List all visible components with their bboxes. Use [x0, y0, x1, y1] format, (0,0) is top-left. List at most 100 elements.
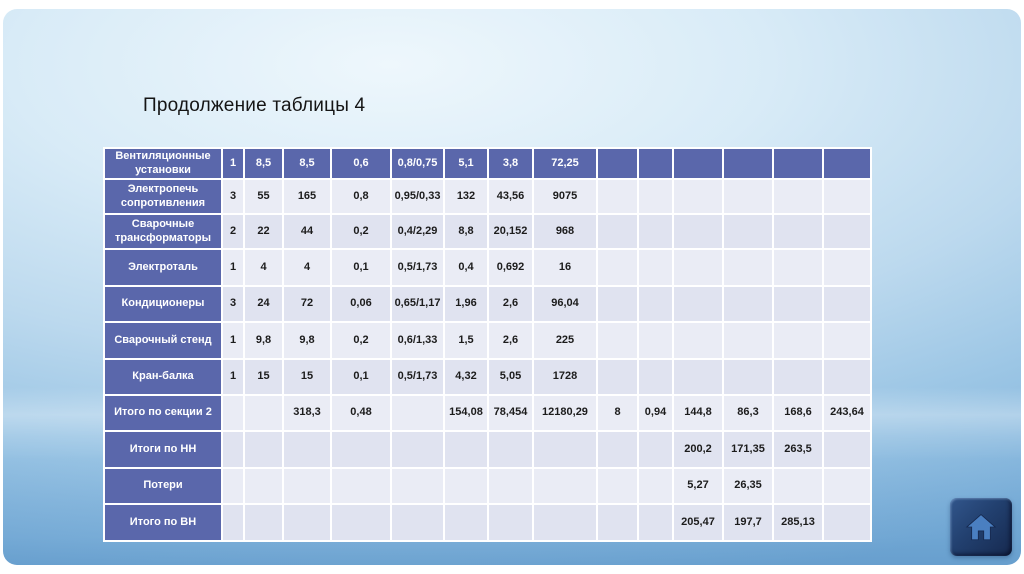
table-cell — [243, 467, 284, 505]
table-cell: 9075 — [532, 178, 598, 215]
table-cell: 1,5 — [443, 321, 489, 360]
table-cell: 44 — [282, 213, 332, 250]
table-cell: 1 — [221, 358, 245, 396]
table-cell — [532, 430, 598, 469]
table-row: Сварочный стенд 1 9,8 9,8 0,2 0,6/1,33 1,5 2,6 2… — [103, 321, 872, 360]
table-cell: 1,96 — [443, 285, 489, 323]
table-cell — [772, 248, 824, 287]
table-cell — [822, 467, 872, 505]
table-cell: 0,5/1,73 — [390, 248, 445, 287]
row-label: Итого по ВН — [103, 503, 223, 542]
table-cell — [282, 503, 332, 542]
table-cell — [443, 430, 489, 469]
table-cell — [722, 248, 774, 287]
table-cell: 0,48 — [330, 394, 392, 432]
table-cell — [487, 503, 534, 542]
row-label: Вентиляционные установки — [103, 147, 223, 180]
table-cell — [822, 213, 872, 250]
table-header-row: Вентиляционные установки 1 8,5 8,5 0,6 0,8/0,… — [103, 147, 872, 180]
table-cell — [330, 467, 392, 505]
table-cell — [822, 430, 872, 469]
table-cell — [772, 178, 824, 215]
table-cell — [637, 248, 674, 287]
table-cell: 0,1 — [330, 248, 392, 287]
home-button[interactable] — [950, 498, 1012, 556]
table-row: Итого по ВН 205,47 197,7 285,13 — [103, 503, 872, 542]
table-cell: 0,692 — [487, 248, 534, 287]
table-cell — [330, 430, 392, 469]
table-cell — [243, 430, 284, 469]
row-label: Потери — [103, 467, 223, 505]
row-label: Итоги по НН — [103, 430, 223, 469]
table-cell — [596, 248, 639, 287]
row-label: Итого по секции 2 — [103, 394, 223, 432]
table-cell: 200,2 — [672, 430, 724, 469]
table-cell — [596, 213, 639, 250]
table-cell: 43,56 — [487, 178, 534, 215]
table-cell: 165 — [282, 178, 332, 215]
table-cell — [772, 467, 824, 505]
table-cell — [822, 358, 872, 396]
table-cell: 15 — [282, 358, 332, 396]
table-cell — [822, 248, 872, 287]
table-cell — [443, 503, 489, 542]
slide-title: Продолжение таблицы 4 — [143, 95, 366, 116]
table-cell: 318,3 — [282, 394, 332, 432]
table-cell: 16 — [532, 248, 598, 287]
table-cell — [390, 503, 445, 542]
table-cell: 3 — [221, 178, 245, 215]
table-cell: 968 — [532, 213, 598, 250]
table-cell: 263,5 — [772, 430, 824, 469]
slide: Продолжение таблицы 4 Вентиляционные уст… — [3, 9, 1021, 565]
table-cell — [596, 285, 639, 323]
table-cell: 20,152 — [487, 213, 534, 250]
table-cell: 0,2 — [330, 213, 392, 250]
table-cell: 8 — [596, 394, 639, 432]
table-cell: 4,32 — [443, 358, 489, 396]
table-cell — [330, 503, 392, 542]
table-cell — [221, 503, 245, 542]
table-row: Кондиционеры 3 24 72 0,06 0,65/1,17 1,96 2,6 96,… — [103, 285, 872, 323]
table-cell: 8,8 — [443, 213, 489, 250]
table-cell — [672, 178, 724, 215]
table-cell — [221, 467, 245, 505]
table-cell: 197,7 — [722, 503, 774, 542]
table-cell: 2,6 — [487, 285, 534, 323]
table-cell: 4 — [243, 248, 284, 287]
table-cell — [772, 285, 824, 323]
table-cell: 205,47 — [672, 503, 724, 542]
table-cell — [637, 358, 674, 396]
table-cell: 72 — [282, 285, 332, 323]
table-cell — [596, 503, 639, 542]
table-cell: 26,35 — [722, 467, 774, 505]
table-cell — [722, 178, 774, 215]
table-cell — [637, 503, 674, 542]
table-cell: 132 — [443, 178, 489, 215]
table-row: Итого по секции 2 318,3 0,48 154,08 78,454 12… — [103, 394, 872, 432]
table-cell: 2 — [221, 213, 245, 250]
table-cell — [722, 321, 774, 360]
table-cell — [722, 358, 774, 396]
table-cell: 0,1 — [330, 358, 392, 396]
header-cell: 0,6 — [330, 147, 392, 180]
table-cell: 154,08 — [443, 394, 489, 432]
table-row: Кран-балка 1 15 15 0,1 0,5/1,73 4,32 5,05 1728 — [103, 358, 872, 396]
table-cell — [672, 248, 724, 287]
header-cell: 5,1 — [443, 147, 489, 180]
row-label: Электроталь — [103, 248, 223, 287]
table-cell: 12180,29 — [532, 394, 598, 432]
header-cell — [822, 147, 872, 180]
table-cell — [532, 503, 598, 542]
table-row: Итоги по НН 200,2 171,35 263,5 — [103, 430, 872, 469]
table-cell: 3 — [221, 285, 245, 323]
table-cell: 144,8 — [672, 394, 724, 432]
table-cell — [596, 430, 639, 469]
table-cell: 0,4 — [443, 248, 489, 287]
table-cell: 0,5/1,73 — [390, 358, 445, 396]
table-cell — [221, 430, 245, 469]
table-row: Электропечь сопротивления 3 55 165 0,8 0,95/0… — [103, 178, 872, 215]
table-cell: 168,6 — [772, 394, 824, 432]
table-cell — [822, 503, 872, 542]
table-cell — [637, 430, 674, 469]
